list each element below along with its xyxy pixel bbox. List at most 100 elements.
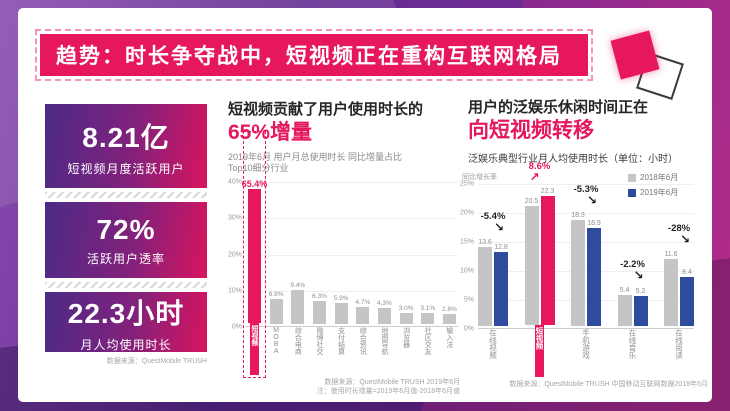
mid-chart-subtitle-line1: 2019年6月 用户月总使用时长 同比增量占比 — [228, 152, 403, 162]
page-title: 趋势：时长争夺战中，短视频正在重构互联网格局 — [56, 45, 562, 68]
series-bar: 5.4 — [617, 287, 632, 326]
bar-pair: 18.3 16.9 — [571, 212, 601, 326]
change-label: -2.2% — [620, 258, 645, 270]
bar — [421, 312, 435, 324]
bar-column-地图导航: 4.3% 地图导航 — [376, 134, 393, 375]
change-label: 8.6% — [528, 160, 551, 172]
series-bar: 22.3 — [540, 188, 555, 325]
bar-category-label: 综合资讯 — [359, 327, 367, 355]
change-annotation: 8.6% ↗ — [528, 160, 551, 184]
right-chart-title: 用户的泛娱乐休闲时间正在 — [468, 99, 649, 116]
bar-pair: 11.6 8.4 — [664, 251, 694, 326]
mid-chart-yaxis: 40% 30% 20% 10% 0% — [218, 179, 244, 331]
gridline — [478, 184, 694, 185]
axis-tick-label: 15% — [459, 238, 474, 246]
bar — [494, 251, 508, 326]
gridline — [246, 218, 458, 220]
stat-value: 22.3小时 — [67, 297, 185, 329]
bar-value-label: 5.2 — [635, 287, 646, 295]
bar — [291, 289, 305, 324]
right-chart-gridlines — [478, 184, 694, 329]
bar-category-label: 综合电商 — [294, 327, 302, 355]
bar-category-label: 微博社交 — [315, 327, 323, 355]
mid-chart-source: 数据来源：QuestMobile TRUSH 2019年6月 注：使用时长增量=… — [228, 378, 460, 396]
right-chart-title-highlight: 向短视频转移 — [468, 119, 594, 142]
bar-value-label: 5.9% — [333, 294, 349, 302]
legend-swatch-gray — [628, 173, 636, 182]
series-bar: 12.8 — [494, 244, 508, 326]
series-bar: 13.6 — [478, 239, 492, 326]
bar-column-输入法: 2.8% 输入法 — [441, 134, 458, 375]
down-arrow-icon: ↘ — [633, 267, 644, 282]
gridline — [478, 271, 694, 272]
legend-label: 2018年6月 — [640, 173, 679, 182]
series-bar: 18.3 — [571, 212, 585, 326]
change-annotation: -28% ↘ — [668, 223, 690, 245]
bar-value-label: 11.6 — [664, 250, 678, 258]
axis-tick-label: 0% — [463, 325, 474, 333]
right-chart-yaxis-label: 同比增长率 — [462, 174, 497, 181]
bar-value-label: 2.8% — [441, 305, 457, 313]
bar-category-label: 浏览器 — [402, 327, 410, 348]
bar-value-label: 20.5 — [524, 198, 539, 206]
bar-pair: 20.5 22.3 — [524, 188, 555, 325]
bar-value-label: 65.4% — [241, 178, 268, 189]
bar-category-label: 短视频 — [535, 325, 544, 377]
hatch-divider — [45, 282, 207, 288]
bar — [442, 313, 456, 324]
bar-value-label: 8.4 — [682, 269, 692, 277]
bar-group-手机游戏: 18.3 16.9 手机游戏 -5.3% ↘ — [571, 136, 601, 377]
bar-column-微博社交: 6.3% 微博社交 — [311, 134, 328, 375]
right-chart-yaxis: 25% 20% 15% 10% 5% 0% — [450, 181, 476, 333]
mid-chart-source-line: 数据来源：QuestMobile TRUSH 2019年6月 — [324, 379, 460, 386]
bar-column-短视频: 65.4% 短视频 — [242, 131, 267, 378]
hatch-divider — [45, 192, 207, 198]
bar-value-label: 4.7% — [355, 298, 371, 306]
bar-category-label: 社区交友 — [424, 327, 432, 355]
stat-box-monthly-active-users: 8.21亿 短视频月度活跃用户 — [45, 104, 207, 188]
gridline — [478, 213, 694, 214]
bar — [356, 306, 370, 324]
change-annotation: -2.2% ↘ — [620, 258, 645, 282]
axis-tick-label: 10% — [227, 287, 242, 295]
legend-item-2019: 2019年6月 — [628, 187, 678, 198]
bar-category-label: 手机游戏 — [581, 329, 591, 359]
gridline — [478, 242, 694, 243]
series-bar: 16.9 — [587, 220, 601, 326]
gridline — [478, 300, 694, 301]
series-bar: 8.4 — [680, 269, 694, 326]
stat-box-active-user-penetration: 72% 活跃用户透率 — [45, 202, 207, 278]
bar — [478, 247, 492, 326]
bar-group-短视频: 20.5 22.3 短视频 8.6% ↗ — [524, 136, 555, 377]
right-chart-subtitle: 泛娱乐典型行业月人均使用时长（单位：小时） — [468, 154, 678, 165]
mid-chart-subtitle: 2019年6月 用户月总使用时长 同比增量占比 Top10细分行业 — [228, 152, 402, 174]
bar-value-label: 16.9 — [587, 219, 601, 227]
bar-column-综合电商: 9.4% 综合电商 — [289, 134, 306, 375]
data-source-note: 数据来源：QuestMobile TRUSH — [106, 358, 207, 365]
down-arrow-icon: ↘ — [493, 220, 505, 235]
bar — [248, 188, 261, 323]
bar-category-label: 在线视频 — [488, 329, 498, 359]
bar-category-label: 输入法 — [445, 327, 453, 348]
bar-value-label: 4.3% — [377, 300, 392, 308]
bar-group-在线音乐: 5.4 5.2 在线音乐 -2.2% ↘ — [617, 136, 648, 377]
axis-tick-label: 30% — [227, 214, 242, 222]
up-arrow-icon: ↗ — [529, 169, 540, 184]
bar — [633, 295, 648, 326]
bar-group-在线视频: 13.6 12.8 在线视频 -5.4% ↘ — [478, 136, 508, 377]
bar-pair: 5.4 5.2 — [617, 287, 648, 326]
stat-box-monthly-usage-hours: 22.3小时 月人均使用时长 — [45, 292, 207, 352]
bar-value-label: 6.8% — [268, 291, 284, 299]
series-bar: 5.2 — [633, 287, 648, 326]
bar-value-label: 18.3 — [571, 211, 585, 219]
axis-tick-label: 5% — [463, 296, 474, 304]
down-arrow-icon: ↘ — [586, 192, 598, 207]
content-card: 趋势：时长争夺战中，短视频正在重构互联网格局 8.21亿 短视频月度活跃用户 7… — [18, 8, 712, 402]
bar-column-MOBA: 6.8% MOBA — [268, 134, 285, 375]
change-annotation: -5.4% ↘ — [481, 211, 506, 235]
stat-label: 月人均使用时长 — [80, 337, 172, 352]
bar-value-label: 13.6 — [478, 239, 492, 247]
right-chart-axis-line — [478, 328, 694, 329]
bar — [312, 301, 326, 324]
bar-column-综合资讯: 4.7% 综合资讯 — [354, 134, 371, 375]
